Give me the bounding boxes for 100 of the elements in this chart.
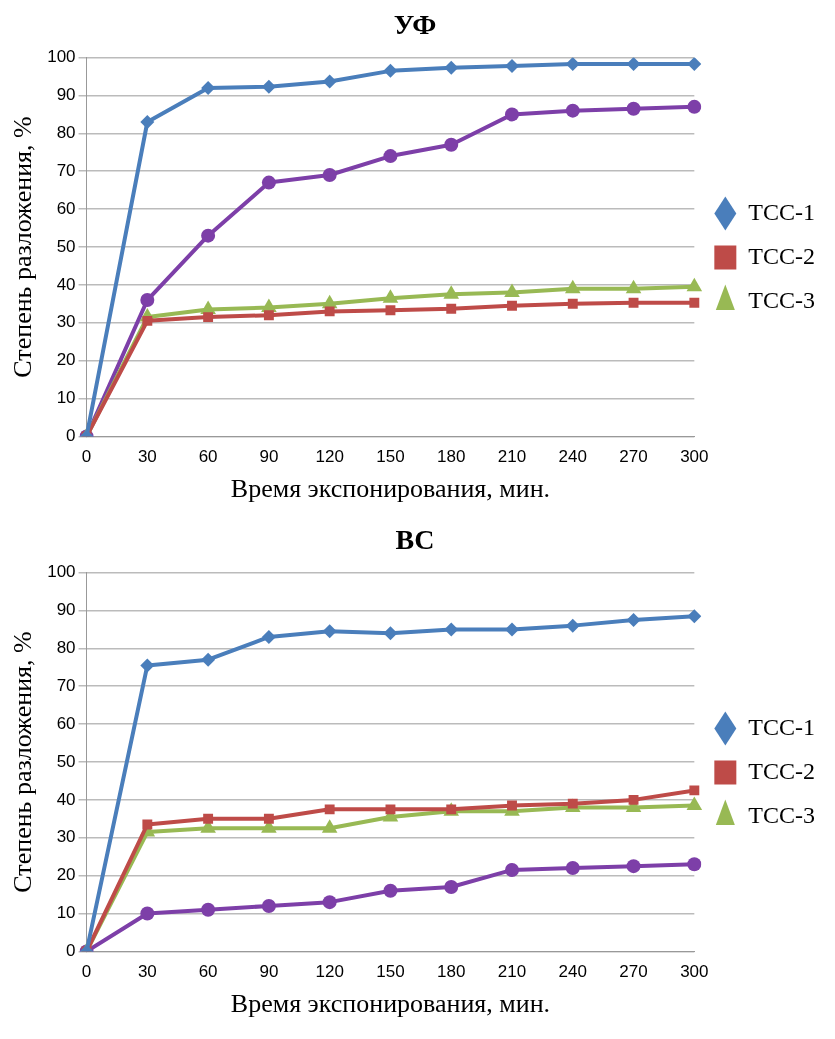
point (628, 794, 639, 805)
point (687, 609, 702, 624)
x-tick-label: 30 (137, 962, 157, 982)
y-tick-label: 10 (56, 388, 76, 408)
point (507, 300, 517, 311)
x-tick-label: 210 (497, 447, 527, 467)
point (383, 883, 398, 898)
legend-label: ТСС-2 (748, 757, 815, 784)
point (140, 906, 155, 921)
point (383, 149, 398, 164)
legend-label: ТСС-2 (748, 242, 815, 269)
legend-label: ТСС-3 (748, 286, 815, 313)
y-tick-label: 80 (56, 123, 76, 143)
x-tick-label: 30 (137, 447, 157, 467)
y-tick-label: 30 (56, 312, 76, 332)
x-tick-label: 90 (259, 447, 279, 467)
y-axis-title: Степень разложения, % (8, 631, 38, 893)
x-tick-label: 270 (619, 447, 648, 467)
point (201, 902, 216, 917)
y-tick-label: 20 (56, 350, 76, 370)
point (383, 63, 398, 78)
point (142, 819, 153, 830)
x-axis-title: Время экспонирования, мин. (230, 989, 551, 1019)
point (686, 796, 703, 811)
point (626, 859, 641, 874)
x-tick-label: 60 (198, 447, 218, 467)
y-tick-label: 50 (56, 751, 76, 771)
point (505, 58, 519, 73)
point (261, 898, 276, 913)
point (140, 293, 155, 308)
point (261, 175, 276, 190)
y-tick-label: 40 (56, 789, 76, 809)
x-tick-label: 210 (497, 962, 527, 982)
x-tick-label: 120 (315, 447, 344, 467)
chart-title: УФ (393, 9, 437, 41)
point (689, 785, 700, 796)
point (687, 857, 702, 872)
x-tick-label: 300 (680, 447, 709, 467)
point (565, 618, 580, 633)
point (565, 103, 580, 118)
point (324, 804, 335, 815)
y-tick-label: 60 (56, 713, 76, 733)
point (687, 99, 702, 114)
x-tick-label: 60 (198, 962, 218, 982)
y-tick-label: 60 (56, 198, 76, 218)
point (322, 74, 337, 89)
point (564, 279, 581, 294)
point (385, 804, 396, 815)
y-tick-label: 100 (47, 562, 76, 582)
point (444, 880, 459, 894)
point (565, 57, 580, 72)
point (625, 279, 642, 294)
point (321, 819, 338, 833)
x-tick-label: 240 (558, 447, 587, 467)
point (505, 107, 519, 122)
x-tick-label: 240 (558, 962, 587, 982)
point (444, 622, 459, 637)
point (626, 101, 641, 116)
point (626, 612, 641, 627)
y-tick-label: 70 (56, 675, 76, 695)
point (261, 79, 276, 94)
y-tick-label: 30 (56, 827, 76, 847)
point (686, 277, 703, 292)
point (322, 624, 337, 639)
point (507, 800, 517, 811)
y-tick-label: 40 (56, 274, 76, 294)
point (140, 115, 155, 129)
y-tick-label: 50 (56, 236, 76, 256)
point (443, 285, 460, 299)
point (505, 622, 519, 637)
point (385, 305, 396, 316)
x-tick-label: 0 (81, 962, 92, 982)
point (626, 57, 641, 72)
point (383, 626, 398, 641)
x-tick-label: 150 (376, 447, 405, 467)
point (201, 652, 216, 667)
y-tick-label: 80 (56, 638, 76, 658)
point (201, 228, 216, 243)
y-tick-label: 90 (56, 600, 76, 620)
point (201, 80, 216, 95)
point (444, 60, 459, 75)
point (505, 862, 519, 877)
x-axis-title: Время экспонирования, мин. (230, 474, 551, 504)
legend-label: ТСС-1 (748, 198, 815, 225)
y-tick-label: 100 (47, 47, 76, 67)
x-tick-label: 120 (315, 962, 344, 982)
x-tick-label: 180 (437, 447, 466, 467)
point (322, 895, 337, 910)
point (261, 630, 276, 644)
x-tick-label: 300 (680, 962, 709, 982)
point (142, 315, 153, 326)
point (567, 298, 578, 309)
y-tick-label: 0 (66, 941, 76, 961)
y-tick-label: 0 (66, 426, 76, 446)
point (444, 137, 459, 152)
point (687, 57, 702, 72)
chart-title: ВС (395, 524, 435, 556)
point (382, 289, 399, 303)
point (504, 283, 520, 297)
point (324, 306, 335, 317)
